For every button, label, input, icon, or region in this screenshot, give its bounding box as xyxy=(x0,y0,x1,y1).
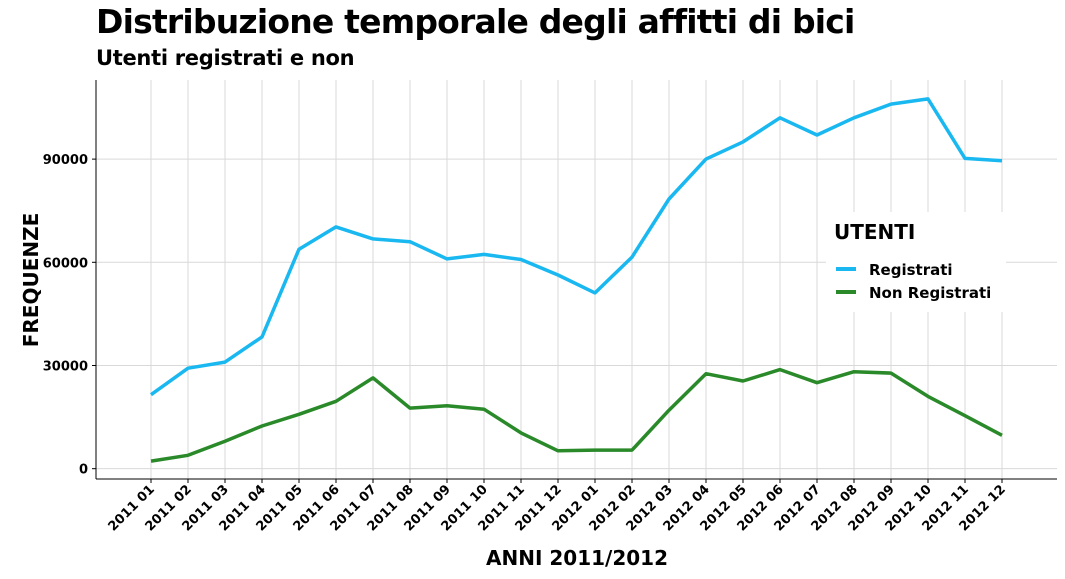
legend: UTENTI Registrati Non Registrati xyxy=(826,212,1006,312)
series-line-registrati xyxy=(149,97,1003,397)
axes xyxy=(95,80,1057,480)
chart-subtitle: Utenti registrati e non xyxy=(96,46,355,70)
y-axis-title: FREQUENZE xyxy=(19,213,43,348)
legend-title: UTENTI xyxy=(834,220,915,244)
series-lines xyxy=(149,97,1003,463)
y-tick-label: 0 xyxy=(79,463,88,478)
chart-title: Distribuzione temporale degli affitti di… xyxy=(96,2,855,41)
y-tick-label: 60000 xyxy=(43,256,88,271)
legend-label-registrati: Registrati xyxy=(869,261,953,279)
y-tick-label: 90000 xyxy=(43,153,88,168)
series-line-non-registrati xyxy=(150,367,1003,463)
grid-lines xyxy=(96,80,1057,479)
y-axis-ticks: 0 30000 60000 90000 xyxy=(43,153,96,478)
y-tick-label: 30000 xyxy=(43,359,88,374)
x-axis-title: ANNI 2011/2012 xyxy=(486,546,668,570)
legend-background xyxy=(826,212,1006,312)
legend-label-non-registrati: Non Registrati xyxy=(869,284,991,302)
